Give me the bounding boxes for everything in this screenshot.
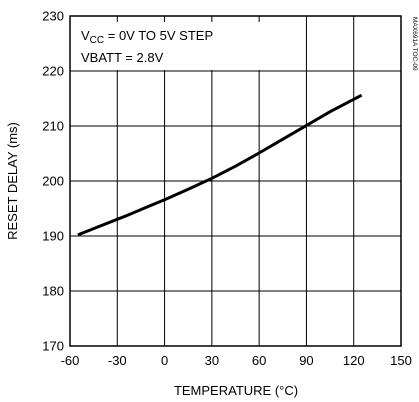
tick-labels: -60 -30 0 30 60 90 120 150 170 180 190 200 210 220 230 bbox=[42, 9, 412, 369]
x-tick-label: -60 bbox=[61, 353, 80, 368]
series-layer bbox=[77, 93, 363, 237]
x-tick-label: 120 bbox=[343, 353, 365, 368]
vbatt-annotation: VBATT = 2.8V bbox=[81, 50, 164, 65]
plot-frame bbox=[69, 15, 402, 347]
y-tick-label: 190 bbox=[42, 229, 64, 244]
y-tick-label: 220 bbox=[42, 64, 64, 79]
x-tick-label: 90 bbox=[299, 353, 313, 368]
y-tick-label: 200 bbox=[42, 174, 64, 189]
annotation-background bbox=[74, 22, 260, 70]
x-tick-label: 30 bbox=[205, 353, 219, 368]
x-axis-title: TEMPERATURE (°C) bbox=[174, 383, 298, 398]
vcc-annotation: VCC = 0V TO 5V STEP bbox=[81, 28, 213, 46]
grid-lines bbox=[70, 16, 401, 346]
y-tick-label: 210 bbox=[42, 119, 64, 134]
figure-id: MAX691A TOC-09 bbox=[411, 17, 418, 71]
x-tick-label: 150 bbox=[390, 353, 412, 368]
x-tick-label: -30 bbox=[108, 353, 127, 368]
x-tick-label: 0 bbox=[161, 353, 168, 368]
reset-delay-curve bbox=[77, 93, 363, 237]
x-tick-label: 60 bbox=[252, 353, 266, 368]
y-axis-title: RESET DELAY (ms) bbox=[5, 122, 20, 240]
y-tick-label: 170 bbox=[42, 339, 64, 354]
y-tick-label: 180 bbox=[42, 284, 64, 299]
y-tick-label: 230 bbox=[42, 9, 64, 24]
